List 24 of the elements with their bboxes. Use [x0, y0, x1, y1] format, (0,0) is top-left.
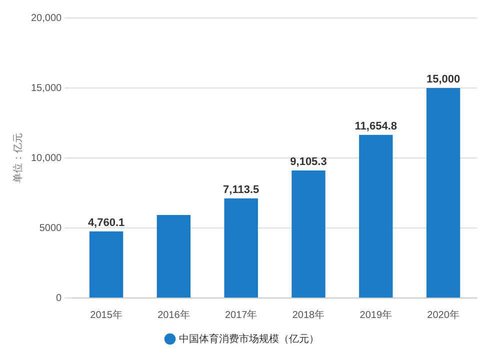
x-tick-label: 2016年: [158, 308, 190, 321]
x-tick-label: 2017年: [224, 308, 258, 321]
x-tick-label: 2015年: [90, 308, 122, 321]
y-tick-label: 15,000: [30, 82, 62, 94]
data-label: 9,105.3: [290, 156, 327, 168]
bar: [89, 231, 124, 298]
y-axis-title: 单位：亿元: [12, 133, 24, 183]
x-tick-label: 2020年: [427, 308, 460, 321]
bar: [292, 170, 326, 298]
bar: [359, 134, 393, 298]
bar: [426, 88, 460, 298]
y-tick-label: 0: [56, 292, 62, 304]
x-tick-label: 2018年: [292, 308, 325, 321]
legend-label: 中国体育消费市场规模（亿元）: [179, 332, 319, 345]
y-tick-label: 20,000: [30, 12, 62, 24]
data-label: 7,113.5: [223, 184, 260, 196]
bar: [156, 214, 191, 298]
data-label: 15,000: [426, 74, 460, 86]
x-tick-label: 2019年: [360, 308, 392, 321]
bar: [224, 198, 258, 298]
data-label: 4,760.1: [88, 216, 125, 229]
y-tick-label: 10,000: [30, 152, 62, 164]
data-label: 11,654.8: [354, 120, 398, 132]
y-tick-label: 5000: [39, 222, 62, 234]
